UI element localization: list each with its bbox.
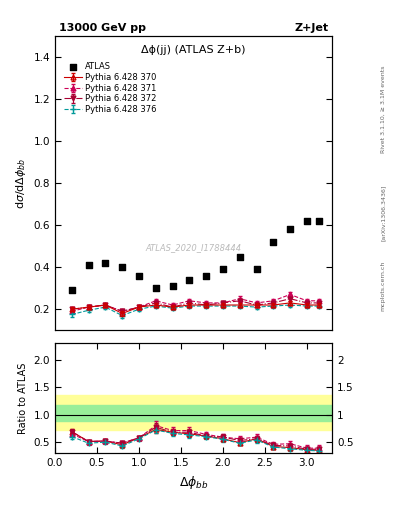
ATLAS — [203, 271, 209, 280]
ATLAS — [69, 286, 75, 294]
Text: ATLAS_2020_I1788444: ATLAS_2020_I1788444 — [145, 243, 242, 252]
Text: Z+Jet: Z+Jet — [294, 23, 328, 33]
Text: Δϕ(jj) (ATLAS Z+b): Δϕ(jj) (ATLAS Z+b) — [141, 45, 246, 55]
ATLAS — [186, 275, 193, 284]
Text: [arXiv:1306.3436]: [arXiv:1306.3436] — [381, 184, 386, 241]
ATLAS — [85, 261, 92, 269]
ATLAS — [270, 238, 276, 246]
ATLAS — [287, 225, 293, 233]
ATLAS — [102, 259, 108, 267]
ATLAS — [169, 282, 176, 290]
ATLAS — [304, 217, 310, 225]
Bar — [55, 404, 332, 421]
ATLAS — [220, 265, 226, 273]
Text: 13000 GeV pp: 13000 GeV pp — [59, 23, 146, 33]
ATLAS — [136, 271, 142, 280]
ATLAS — [237, 252, 243, 261]
ATLAS — [253, 265, 260, 273]
Bar — [55, 395, 332, 430]
Y-axis label: d$\sigma$/d$\Delta\phi_{bb}$: d$\sigma$/d$\Delta\phi_{bb}$ — [14, 157, 28, 209]
ATLAS — [316, 217, 322, 225]
ATLAS — [119, 263, 125, 271]
Text: Rivet 3.1.10, ≥ 3.1M events: Rivet 3.1.10, ≥ 3.1M events — [381, 66, 386, 153]
ATLAS — [152, 284, 159, 292]
Y-axis label: Ratio to ATLAS: Ratio to ATLAS — [18, 362, 28, 434]
X-axis label: $\Delta\phi_{bb}$: $\Delta\phi_{bb}$ — [179, 474, 208, 490]
Legend: ATLAS, Pythia 6.428 370, Pythia 6.428 371, Pythia 6.428 372, Pythia 6.428 376: ATLAS, Pythia 6.428 370, Pythia 6.428 37… — [62, 60, 158, 116]
Text: mcplots.cern.ch: mcplots.cern.ch — [381, 261, 386, 311]
